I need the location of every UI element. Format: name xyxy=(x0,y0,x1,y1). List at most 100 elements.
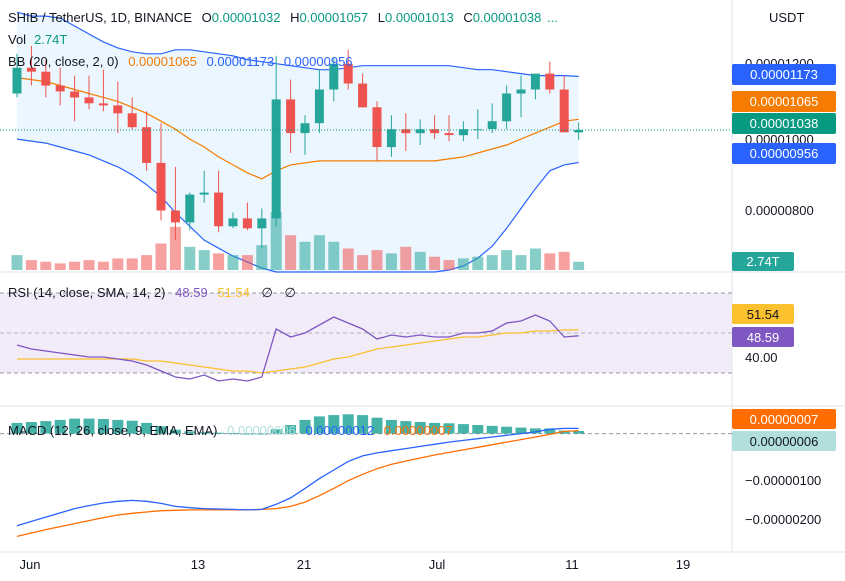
candle-body xyxy=(314,89,324,124)
volume-bar xyxy=(457,258,469,270)
macd-histogram-bar xyxy=(400,421,412,434)
volume-bar xyxy=(501,250,513,270)
price-badge-upper: 0.00001173 xyxy=(732,64,836,85)
candle-body xyxy=(300,123,310,134)
candle-body xyxy=(26,67,36,72)
legend-rsi: RSI (14, close, SMA, 14, 2) 48.59 51.54 … xyxy=(8,285,296,300)
volume-bar xyxy=(198,250,210,270)
macd-histogram-bar xyxy=(25,422,37,434)
volume-bar xyxy=(169,226,181,270)
macd-histogram-bar xyxy=(342,414,354,434)
macd-histogram-bar xyxy=(126,420,138,434)
volume-bar xyxy=(328,241,340,270)
price-tick-2: 0.00000800 xyxy=(745,203,814,218)
macd-histogram-bar xyxy=(11,422,23,434)
macd-histogram-bar xyxy=(213,432,225,434)
candles xyxy=(12,45,584,249)
candle-body xyxy=(329,63,339,90)
macd-tick-0: −0.00000100 xyxy=(745,473,821,488)
price-badge-lower: 0.00000956 xyxy=(732,143,836,164)
macd-hist-badge: 0.00000006 xyxy=(732,431,836,451)
macd-histogram-bar xyxy=(112,419,124,434)
macd-pane xyxy=(0,414,732,538)
volume-bar xyxy=(443,260,455,270)
legend-symbol: SHIB / TetherUS, 1D, BINANCE O0.00001032… xyxy=(8,10,558,25)
macd-histogram-bar xyxy=(141,422,153,434)
volume-bar xyxy=(213,253,225,270)
candle-body xyxy=(55,85,65,92)
macd-histogram-bar xyxy=(414,422,426,434)
volume-bar xyxy=(357,255,369,270)
macd-histogram-bar xyxy=(155,426,167,434)
legend-volume: Vol 2.74T xyxy=(8,32,67,47)
candle-body xyxy=(559,89,569,133)
volume-bar xyxy=(342,248,354,270)
macd-histogram-bar xyxy=(256,433,268,435)
volume-bar xyxy=(155,243,167,270)
macd-histogram-bar xyxy=(472,425,484,434)
candle-body xyxy=(170,210,180,223)
price-badge-close: 0.00001038 xyxy=(732,113,836,134)
volume-bar xyxy=(40,261,52,270)
svg-text:0.00001173: 0.00001173 xyxy=(750,67,818,82)
candle-body xyxy=(401,129,411,134)
candle-body xyxy=(574,130,584,133)
time-tick-19: 19 xyxy=(676,557,690,572)
candle-body xyxy=(415,129,425,134)
candle-body xyxy=(70,91,80,98)
volume-bar xyxy=(429,256,441,270)
candle-body xyxy=(185,194,195,223)
candle-body xyxy=(516,89,526,94)
macd-histogram-bar xyxy=(270,429,282,434)
volume-bar xyxy=(400,246,412,270)
rsi-line xyxy=(16,314,579,382)
macd-histogram-bar xyxy=(443,423,455,434)
macd-histogram-bar xyxy=(241,433,253,435)
svg-text:0.00000006: 0.00000006 xyxy=(750,434,819,449)
svg-text:0.00001038: 0.00001038 xyxy=(750,116,819,131)
candle-body xyxy=(127,113,137,128)
volume-bar xyxy=(486,255,498,270)
volume-bar xyxy=(515,255,527,270)
candle-body xyxy=(242,218,252,229)
macd-histogram-bar xyxy=(227,433,239,435)
candle-body xyxy=(214,192,224,227)
candle-body xyxy=(372,107,382,147)
candle-body xyxy=(142,127,152,163)
volume-bar xyxy=(69,261,81,270)
macd-histogram-bar xyxy=(544,428,556,434)
bb-fill xyxy=(17,12,579,272)
macd-histogram-bar xyxy=(457,424,469,434)
macd-histogram-bar xyxy=(69,418,81,434)
svg-text:51.54: 51.54 xyxy=(747,307,780,322)
macd-line xyxy=(16,427,579,527)
macd-histogram-bar xyxy=(357,415,369,434)
volume-bar xyxy=(126,258,138,270)
rsi-pane xyxy=(0,292,732,382)
volume-bars xyxy=(11,212,585,270)
currency-label: USDT xyxy=(769,10,804,25)
price-badge-basis: 0.00001065 xyxy=(732,91,836,112)
volume-bar xyxy=(573,261,585,270)
volume-bar xyxy=(112,258,124,270)
rsi-tick-40: 40.00 xyxy=(745,350,778,365)
macd-histogram-bar xyxy=(285,425,297,434)
candle-body xyxy=(286,99,296,134)
macd-histogram-bar xyxy=(299,419,311,434)
volume-bar xyxy=(285,235,297,270)
candle-body xyxy=(199,192,209,195)
macd-histogram-bar xyxy=(573,431,585,434)
candle-body xyxy=(343,63,353,84)
volume-bar xyxy=(472,256,484,270)
time-tick-jul: Jul xyxy=(429,557,446,572)
candle-body xyxy=(530,73,540,90)
macd-histogram-bar xyxy=(184,431,196,434)
volume-bar xyxy=(97,261,109,270)
time-tick-11: 11 xyxy=(565,557,579,572)
macd-histogram-bar xyxy=(54,419,66,434)
macd-histogram-bar xyxy=(313,416,325,434)
svg-text:48.59: 48.59 xyxy=(747,330,780,345)
bb-upper-line xyxy=(16,11,579,77)
volume-bar xyxy=(529,248,541,270)
